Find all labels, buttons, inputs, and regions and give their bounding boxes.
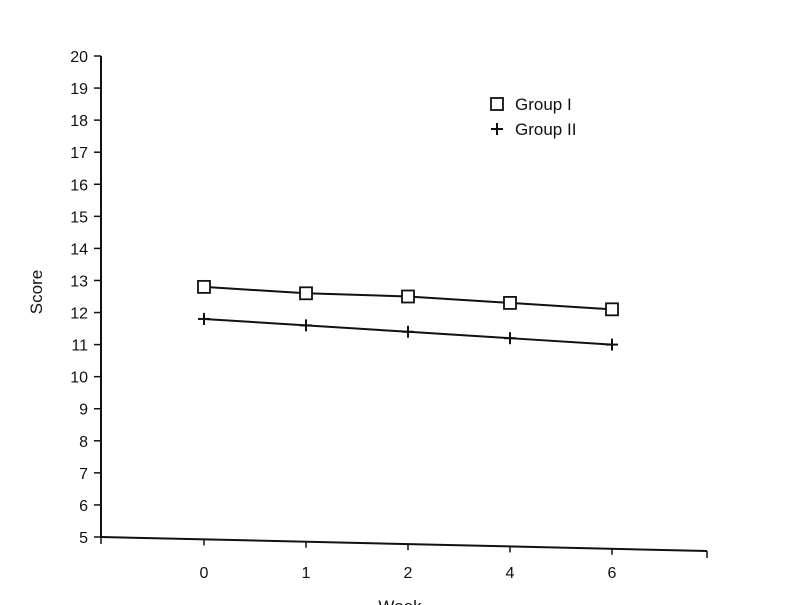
y-tick-label: 16 — [70, 177, 88, 194]
y-axis-title: Score — [27, 270, 46, 314]
series-1 — [197, 279, 619, 317]
plus-marker — [198, 312, 210, 325]
legend-label: Group II — [515, 120, 576, 139]
y-tick-label: 8 — [79, 434, 88, 451]
plus-marker — [504, 332, 516, 345]
y-tick-label: 11 — [71, 338, 88, 355]
x-tick-label: 4 — [506, 565, 515, 582]
y-tick-label: 7 — [79, 466, 88, 483]
y-tick-label: 20 — [70, 49, 88, 66]
axes — [100, 56, 708, 558]
x-tick-label: 1 — [302, 565, 311, 582]
plus-marker — [606, 338, 618, 351]
square-marker — [197, 279, 211, 294]
y-axis-ticks: 5 6 7 8 9 10 11 12 13 14 15 16 17 18 19 20 — [70, 49, 101, 547]
square-marker — [490, 97, 504, 111]
y-tick-label: 15 — [70, 209, 88, 226]
x-tick-label: 0 — [200, 565, 209, 582]
square-marker — [605, 302, 619, 317]
y-tick-label: 17 — [70, 145, 88, 162]
series-layer — [197, 279, 619, 351]
series-2 — [198, 312, 618, 351]
y-tick-label: 12 — [70, 306, 88, 323]
legend-item: Group I — [490, 95, 572, 114]
square-marker — [299, 286, 313, 301]
y-tick-label: 13 — [70, 273, 88, 290]
y-tick-label: 10 — [70, 370, 88, 387]
y-tick-label: 9 — [79, 402, 88, 419]
x-tick-label: 6 — [608, 565, 617, 582]
x-axis-title: Week — [378, 597, 422, 605]
plus-marker — [402, 325, 414, 338]
y-tick-label: 5 — [79, 530, 88, 547]
legend-item: Group II — [491, 120, 576, 139]
x-tick-label: 2 — [404, 565, 413, 582]
y-tick-label: 6 — [79, 498, 88, 515]
square-marker — [503, 296, 517, 310]
legend: Group I Group II — [490, 95, 576, 139]
y-tick-label: 14 — [70, 241, 88, 258]
x-axis-ticks: 0 1 2 4 6 — [200, 539, 617, 582]
x-axis-line — [100, 536, 708, 552]
plus-marker — [491, 123, 503, 135]
legend-label: Group I — [515, 95, 572, 114]
plus-marker — [300, 319, 312, 332]
y-tick-label: 19 — [70, 81, 88, 98]
square-marker — [401, 289, 415, 304]
y-tick-label: 18 — [70, 113, 88, 130]
